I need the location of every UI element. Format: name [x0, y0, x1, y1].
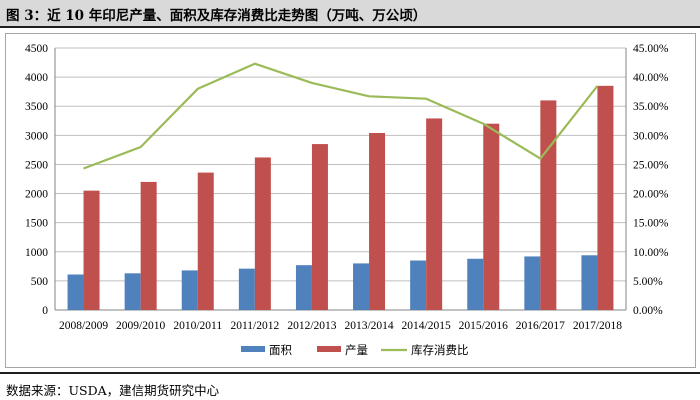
bar-area: [67, 274, 84, 310]
bar-production: [83, 190, 100, 310]
legend-label: 库存消费比: [411, 343, 469, 357]
bar-area: [581, 255, 598, 310]
bar-production: [311, 144, 328, 310]
title-bar: 图 3：近 10 年印尼产量、面积及库存消费比走势图（万吨、万公顷）: [0, 0, 700, 28]
legend-label: 产量: [345, 343, 368, 357]
y2-tick-label: 0.00%: [633, 305, 663, 317]
y2-tick-label: 5.00%: [633, 276, 663, 288]
bar-area: [295, 265, 312, 310]
x-tick-label: 2012/2013: [287, 320, 336, 332]
y-tick-label: 2500: [25, 159, 48, 171]
x-tick-label: 2016/2017: [516, 320, 565, 332]
bar-area: [524, 256, 541, 310]
legend-swatch-production: [317, 346, 341, 352]
y-tick-label: 3500: [25, 101, 48, 113]
bar-area: [124, 273, 141, 310]
line-stock-to-use-ratio: [83, 62, 599, 170]
bar-production: [197, 172, 214, 310]
x-tick-label: 2008/2009: [59, 320, 108, 332]
y2-tick-label: 45.00%: [633, 43, 669, 55]
bar-area: [410, 260, 427, 310]
bar-production: [483, 123, 500, 310]
figure-title: 图 3：近 10 年印尼产量、面积及库存消费比走势图（万吨、万公顷）: [6, 8, 427, 24]
y-tick-label: 3000: [25, 130, 48, 142]
bar-area: [181, 270, 198, 310]
legend-label: 面积: [269, 344, 292, 357]
y-tick-label: 1500: [25, 218, 48, 230]
source-bar: 数据来源：USDA，建信期货研究中心: [0, 372, 700, 400]
y2-tick-label: 20.00%: [633, 189, 669, 201]
x-tick-label: 2009/2010: [116, 320, 165, 332]
x-tick-label: 2014/2015: [402, 320, 451, 332]
y-tick-label: 500: [31, 276, 49, 288]
y2-tick-label: 40.00%: [633, 72, 669, 84]
bar-area: [467, 258, 484, 310]
x-tick-label: 2017/2018: [573, 320, 622, 332]
source-note: 数据来源：USDA，建信期货研究中心: [6, 383, 220, 398]
x-tick-label: 2011/2012: [230, 320, 279, 332]
x-tick-label: 2013/2014: [344, 320, 393, 332]
bar-production: [597, 85, 614, 310]
y2-tick-label: 30.00%: [633, 130, 669, 142]
bar-production: [140, 181, 157, 310]
bar-production: [540, 100, 557, 311]
y-tick-label: 2000: [25, 189, 48, 201]
y2-tick-label: 15.00%: [633, 218, 669, 230]
y-tick-label: 1000: [25, 247, 48, 259]
bar-production: [254, 157, 271, 310]
x-tick-label: 2015/2016: [459, 320, 508, 332]
bar-area: [353, 263, 370, 310]
y-tick-label: 4000: [25, 72, 48, 84]
chart-frame: [5, 33, 696, 368]
x-tick-label: 2010/2011: [173, 320, 222, 332]
y2-tick-label: 10.00%: [633, 247, 669, 259]
y2-tick-label: 35.00%: [633, 101, 669, 113]
legend-swatch-area: [241, 346, 265, 352]
y-tick-label: 0: [42, 305, 48, 317]
bar-production: [369, 133, 386, 310]
bar-production: [426, 118, 443, 311]
y2-tick-label: 25.00%: [633, 159, 669, 171]
y-tick-label: 4500: [25, 43, 48, 55]
bar-area: [238, 268, 255, 310]
